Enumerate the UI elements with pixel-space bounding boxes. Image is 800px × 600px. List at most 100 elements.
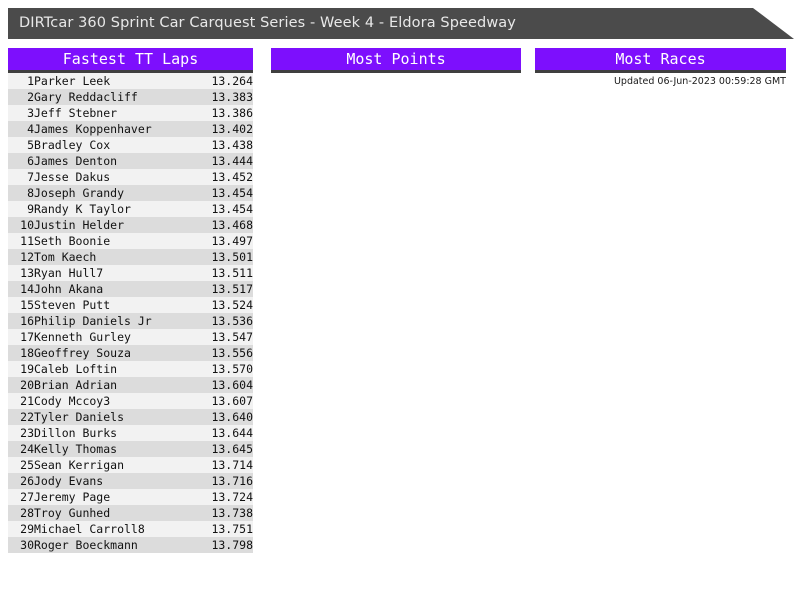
row-value: 13.640 bbox=[211, 410, 253, 424]
row-driver-name: Jeff Stebner bbox=[34, 106, 118, 120]
row-value: 13.604 bbox=[211, 378, 253, 392]
row-rank: 4 bbox=[27, 122, 34, 136]
table-row: 13 Ryan Hull7 13.511 bbox=[8, 265, 253, 281]
row-value: 13.536 bbox=[211, 314, 253, 328]
table-row: 1 Parker Leek 13.264 bbox=[8, 73, 253, 89]
row-rank: 26 bbox=[20, 474, 34, 488]
row-rank: 24 bbox=[20, 442, 34, 456]
updated-timestamp: Updated 06-Jun-2023 00:59:28 GMT bbox=[613, 76, 786, 87]
row-driver-name: Troy Gunhed bbox=[34, 506, 111, 520]
row-value: 13.383 bbox=[211, 90, 253, 104]
row-driver-name: Jody Evans bbox=[34, 474, 104, 488]
row-driver-name: Randy K Taylor bbox=[34, 202, 131, 216]
row-value: 13.556 bbox=[211, 346, 253, 360]
table-row: 30 Roger Boeckmann 13.798 bbox=[8, 537, 253, 553]
row-driver-name: Ryan Hull7 bbox=[34, 266, 104, 280]
table-row: 21 Cody Mccoy3 13.607 bbox=[8, 393, 253, 409]
row-value: 13.738 bbox=[211, 506, 253, 520]
table-row: 23 Dillon Burks 13.644 bbox=[8, 425, 253, 441]
row-rank: 25 bbox=[20, 458, 34, 472]
row-rank: 5 bbox=[27, 138, 34, 152]
row-rank: 29 bbox=[20, 522, 34, 536]
row-rank: 8 bbox=[27, 186, 34, 200]
table-row: 5 Bradley Cox 13.438 bbox=[8, 137, 253, 153]
row-rank: 21 bbox=[20, 394, 34, 408]
row-driver-name: Cody Mccoy3 bbox=[34, 394, 111, 408]
row-value: 13.517 bbox=[211, 282, 253, 296]
panel-header-fastest-tt-laps: Fastest TT Laps bbox=[8, 48, 253, 73]
table-row: 25 Sean Kerrigan 13.714 bbox=[8, 457, 253, 473]
title-bar: DIRTcar 360 Sprint Car Carquest Series -… bbox=[8, 8, 794, 39]
table-body-fastest-tt-laps: 1 Parker Leek 13.264 2 Gary Reddacliff 13.383… bbox=[8, 73, 253, 553]
title-bar-background bbox=[8, 8, 794, 39]
row-value: 13.570 bbox=[211, 362, 253, 376]
table-row: 14 John Akana 13.517 bbox=[8, 281, 253, 297]
table-row: 27 Jeremy Page 13.724 bbox=[8, 489, 253, 505]
row-driver-name: Sean Kerrigan bbox=[34, 458, 125, 472]
row-driver-name: Steven Putt bbox=[34, 298, 111, 312]
row-driver-name: Philip Daniels Jr bbox=[34, 314, 152, 328]
row-rank: 18 bbox=[20, 346, 34, 360]
row-rank: 17 bbox=[20, 330, 34, 344]
row-rank: 13 bbox=[20, 266, 34, 280]
panel-most-races: Most Races bbox=[535, 48, 786, 73]
table-row: 7 Jesse Dakus 13.452 bbox=[8, 169, 253, 185]
row-value: 13.751 bbox=[211, 522, 253, 536]
row-rank: 9 bbox=[27, 202, 34, 216]
row-rank: 10 bbox=[20, 218, 34, 232]
row-driver-name: Gary Reddacliff bbox=[34, 90, 138, 104]
row-value: 13.454 bbox=[211, 186, 253, 200]
row-value: 13.714 bbox=[211, 458, 253, 472]
row-driver-name: James Denton bbox=[34, 154, 118, 168]
table-row: 8 Joseph Grandy 13.454 bbox=[8, 185, 253, 201]
row-value: 13.501 bbox=[211, 250, 253, 264]
row-value: 13.645 bbox=[211, 442, 253, 456]
row-value: 13.454 bbox=[211, 202, 253, 216]
row-driver-name: Geoffrey Souza bbox=[34, 346, 131, 360]
table-row: 18 Geoffrey Souza 13.556 bbox=[8, 345, 253, 361]
row-rank: 23 bbox=[20, 426, 34, 440]
row-rank: 1 bbox=[27, 74, 34, 88]
table-row: 28 Troy Gunhed 13.738 bbox=[8, 505, 253, 521]
row-value: 13.511 bbox=[211, 266, 253, 280]
table-row: 12 Tom Kaech 13.501 bbox=[8, 249, 253, 265]
table-row: 19 Caleb Loftin 13.570 bbox=[8, 361, 253, 377]
row-value: 13.798 bbox=[211, 538, 253, 552]
row-driver-name: Seth Boonie bbox=[34, 234, 111, 248]
row-driver-name: Kenneth Gurley bbox=[34, 330, 131, 344]
row-value: 13.438 bbox=[211, 138, 253, 152]
row-value: 13.716 bbox=[211, 474, 253, 488]
row-rank: 20 bbox=[20, 378, 34, 392]
row-rank: 12 bbox=[20, 250, 34, 264]
row-rank: 30 bbox=[20, 538, 34, 552]
row-value: 13.724 bbox=[211, 490, 253, 504]
row-value: 13.402 bbox=[211, 122, 253, 136]
row-value: 13.386 bbox=[211, 106, 253, 120]
panel-header-most-races: Most Races bbox=[535, 48, 786, 73]
table-row: 22 Tyler Daniels 13.640 bbox=[8, 409, 253, 425]
row-driver-name: James Koppenhaver bbox=[34, 122, 152, 136]
table-row: 16 Philip Daniels Jr 13.536 bbox=[8, 313, 253, 329]
row-driver-name: Caleb Loftin bbox=[34, 362, 118, 376]
table-row: 4 James Koppenhaver 13.402 bbox=[8, 121, 253, 137]
row-rank: 14 bbox=[20, 282, 34, 296]
panel-header-most-points: Most Points bbox=[271, 48, 521, 73]
row-rank: 6 bbox=[27, 154, 34, 168]
row-driver-name: Joseph Grandy bbox=[34, 186, 125, 200]
row-value: 13.644 bbox=[211, 426, 253, 440]
table-row: 15 Steven Putt 13.524 bbox=[8, 297, 253, 313]
table-row: 24 Kelly Thomas 13.645 bbox=[8, 441, 253, 457]
row-rank: 15 bbox=[20, 298, 34, 312]
row-driver-name: Dillon Burks bbox=[34, 426, 118, 440]
row-driver-name: Tom Kaech bbox=[34, 250, 97, 264]
row-driver-name: Jeremy Page bbox=[34, 490, 111, 504]
row-rank: 22 bbox=[20, 410, 34, 424]
row-driver-name: Justin Helder bbox=[34, 218, 125, 232]
row-rank: 27 bbox=[20, 490, 34, 504]
table-row: 10 Justin Helder 13.468 bbox=[8, 217, 253, 233]
row-rank: 28 bbox=[20, 506, 34, 520]
table-row: 26 Jody Evans 13.716 bbox=[8, 473, 253, 489]
row-driver-name: Roger Boeckmann bbox=[34, 538, 138, 552]
table-row: 11 Seth Boonie 13.497 bbox=[8, 233, 253, 249]
row-rank: 3 bbox=[27, 106, 34, 120]
